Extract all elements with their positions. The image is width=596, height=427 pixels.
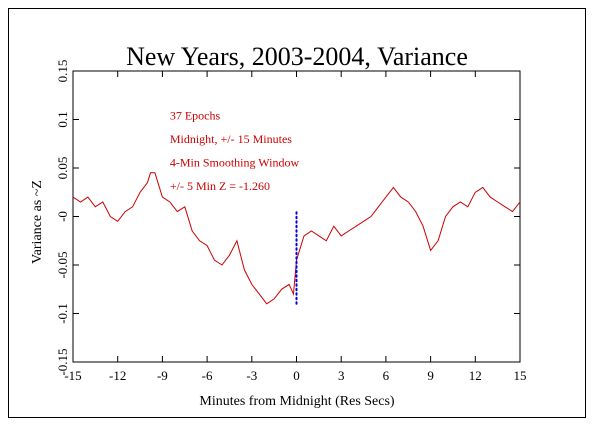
x-tick-label: 15: [514, 368, 527, 383]
plot-area: -15 -12 -9 -6 -3 0 3 6 9 12 15 -0.15 -0.1 -0.05 -0 0.05…: [55, 60, 527, 383]
variance-series-line: [72, 172, 521, 305]
chart-title: New Years, 2003-2004, Variance: [126, 42, 468, 71]
y-tick-label: -0.1: [55, 303, 70, 324]
x-tick-label: 12: [469, 368, 482, 383]
y-tick-label: -0.15: [55, 348, 70, 375]
y-tick-label: 0.05: [55, 157, 70, 180]
annotation-text: +/- 5 Min Z = -1.260: [170, 179, 270, 193]
annotation-text: 37 Epochs: [170, 109, 221, 123]
x-tick-label: 6: [383, 368, 390, 383]
y-tick-label: -0.05: [55, 251, 70, 278]
x-tick-label: -3: [246, 368, 257, 383]
annotation-text: 4-Min Smoothing Window: [170, 156, 300, 170]
y-tick-label: 0.15: [55, 60, 70, 83]
y-axis-label: Variance as ~Z: [30, 180, 45, 264]
x-tick-label: -6: [202, 368, 213, 383]
x-tick-label: 0: [293, 368, 300, 383]
x-tick-label: 9: [427, 368, 434, 383]
x-tick-label: -15: [64, 368, 81, 383]
variance-chart: New Years, 2003-2004, Variance -15 -12 -9-…: [30, 42, 527, 409]
x-tick-label: -9: [157, 368, 168, 383]
annotation-text: Midnight, +/- 15 Minutes: [170, 132, 292, 146]
chart-frame: New Years, 2003-2004, Variance -15 -12 -9-…: [8, 8, 586, 418]
x-tick-label: -12: [109, 368, 126, 383]
y-tick-label: -0: [55, 211, 70, 222]
y-tick-label: 0.1: [55, 111, 70, 127]
x-tick-label: 3: [338, 368, 345, 383]
x-axis-label: Minutes from Midnight (Res Secs): [199, 394, 395, 409]
